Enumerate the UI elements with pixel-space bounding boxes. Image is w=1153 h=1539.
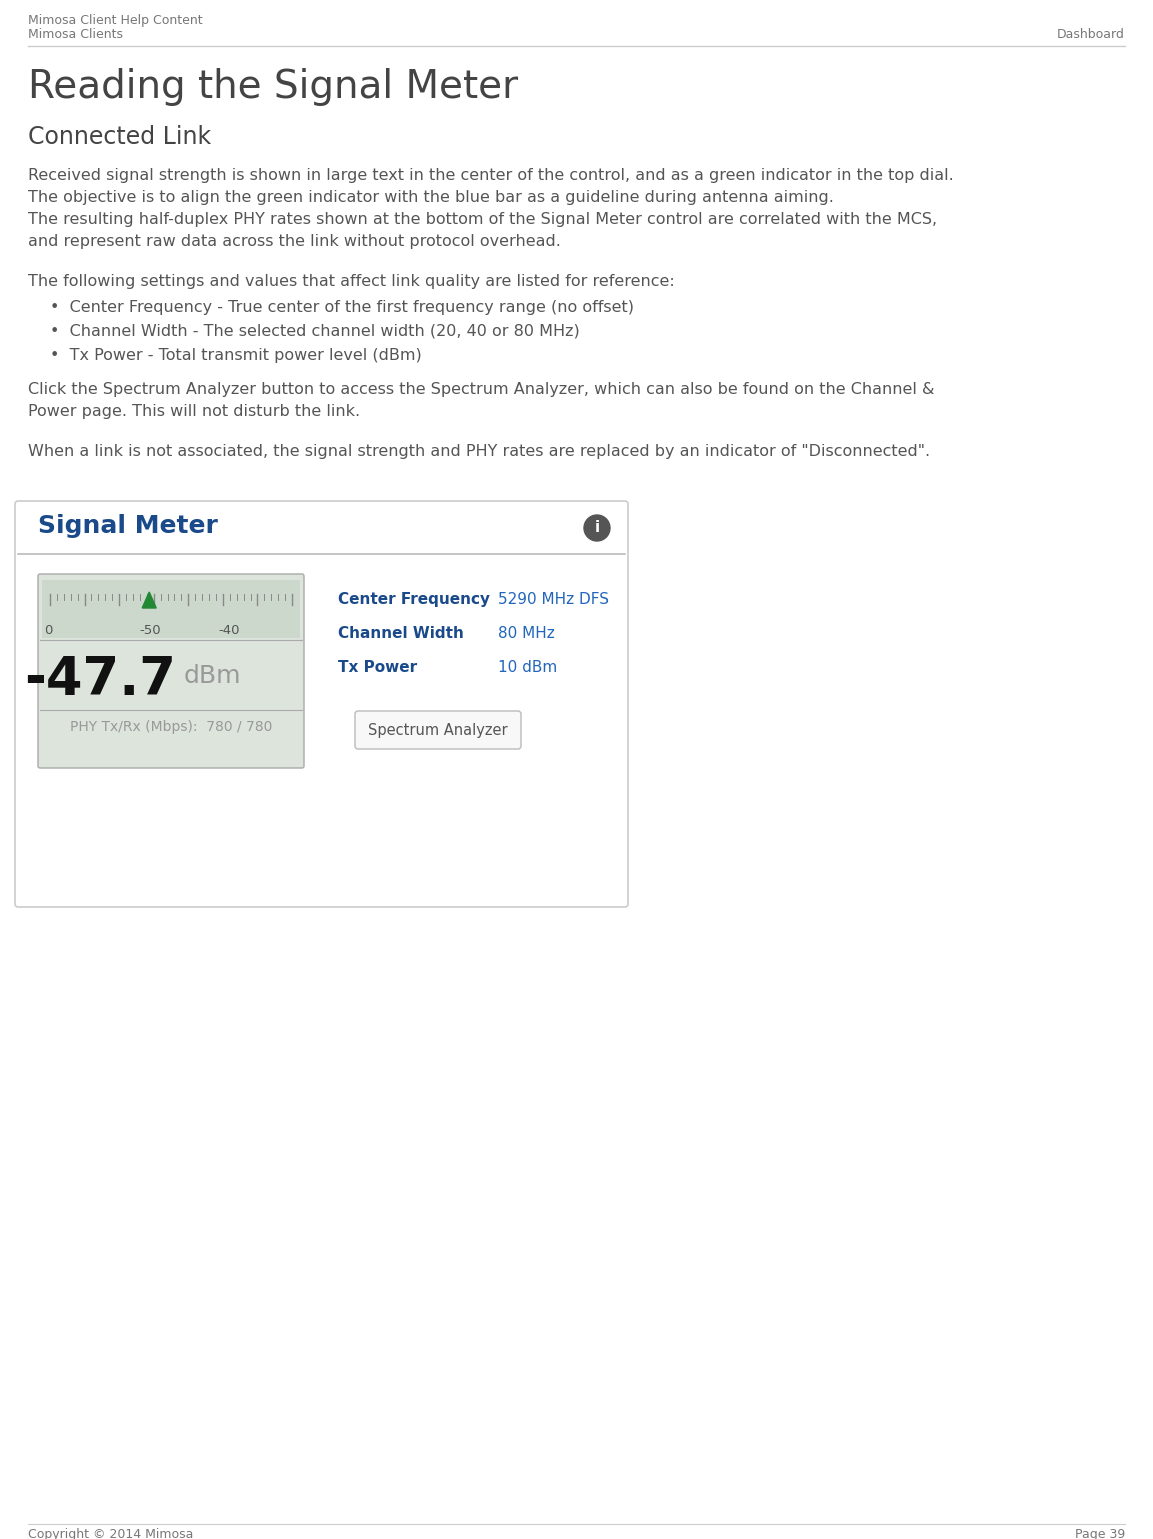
Text: 80 MHz: 80 MHz <box>498 626 555 642</box>
Text: Dashboard: Dashboard <box>1057 28 1125 42</box>
Text: •  Tx Power - Total transmit power level (dBm): • Tx Power - Total transmit power level … <box>50 348 422 363</box>
Text: Connected Link: Connected Link <box>28 125 211 149</box>
Text: Power page. This will not disturb the link.: Power page. This will not disturb the li… <box>28 405 360 419</box>
Text: 10 dBm: 10 dBm <box>498 660 557 676</box>
Bar <box>42 580 300 639</box>
Text: and represent raw data across the link without protocol overhead.: and represent raw data across the link w… <box>28 234 560 249</box>
FancyBboxPatch shape <box>15 502 628 906</box>
Text: Tx Power: Tx Power <box>338 660 417 676</box>
Text: i: i <box>595 520 600 536</box>
Text: PHY Tx/Rx (Mbps):  780 / 780: PHY Tx/Rx (Mbps): 780 / 780 <box>70 720 272 734</box>
Text: Signal Meter: Signal Meter <box>38 514 218 539</box>
Text: When a link is not associated, the signal strength and PHY rates are replaced by: When a link is not associated, the signa… <box>28 443 930 459</box>
Text: -40: -40 <box>218 623 240 637</box>
Text: The objective is to align the green indicator with the blue bar as a guideline d: The objective is to align the green indi… <box>28 189 834 205</box>
Text: 5290 MHz DFS: 5290 MHz DFS <box>498 593 609 606</box>
Text: dBm: dBm <box>184 663 242 688</box>
Polygon shape <box>142 593 156 608</box>
Text: •  Center Frequency - True center of the first frequency range (no offset): • Center Frequency - True center of the … <box>50 300 634 315</box>
Text: •  Channel Width - The selected channel width (20, 40 or 80 MHz): • Channel Width - The selected channel w… <box>50 325 580 339</box>
Text: -50: -50 <box>140 623 161 637</box>
Text: Spectrum Analyzer: Spectrum Analyzer <box>368 723 507 739</box>
Circle shape <box>585 516 610 542</box>
Text: Center Frequency: Center Frequency <box>338 593 490 606</box>
FancyBboxPatch shape <box>38 574 304 768</box>
Text: Reading the Signal Meter: Reading the Signal Meter <box>28 68 518 106</box>
Text: Received signal strength is shown in large text in the center of the control, an: Received signal strength is shown in lar… <box>28 168 954 183</box>
Text: Page 39: Page 39 <box>1075 1528 1125 1539</box>
Text: Copyright © 2014 Mimosa: Copyright © 2014 Mimosa <box>28 1528 194 1539</box>
Text: Mimosa Client Help Content: Mimosa Client Help Content <box>28 14 203 28</box>
Text: Mimosa Clients: Mimosa Clients <box>28 28 123 42</box>
Text: 0: 0 <box>44 623 52 637</box>
Text: -47.7: -47.7 <box>24 654 176 706</box>
Text: Click the Spectrum Analyzer button to access the Spectrum Analyzer, which can al: Click the Spectrum Analyzer button to ac… <box>28 382 934 397</box>
Text: Channel Width: Channel Width <box>338 626 464 642</box>
Text: The following settings and values that affect link quality are listed for refere: The following settings and values that a… <box>28 274 675 289</box>
FancyBboxPatch shape <box>355 711 521 749</box>
Text: The resulting half-duplex PHY rates shown at the bottom of the Signal Meter cont: The resulting half-duplex PHY rates show… <box>28 212 937 226</box>
